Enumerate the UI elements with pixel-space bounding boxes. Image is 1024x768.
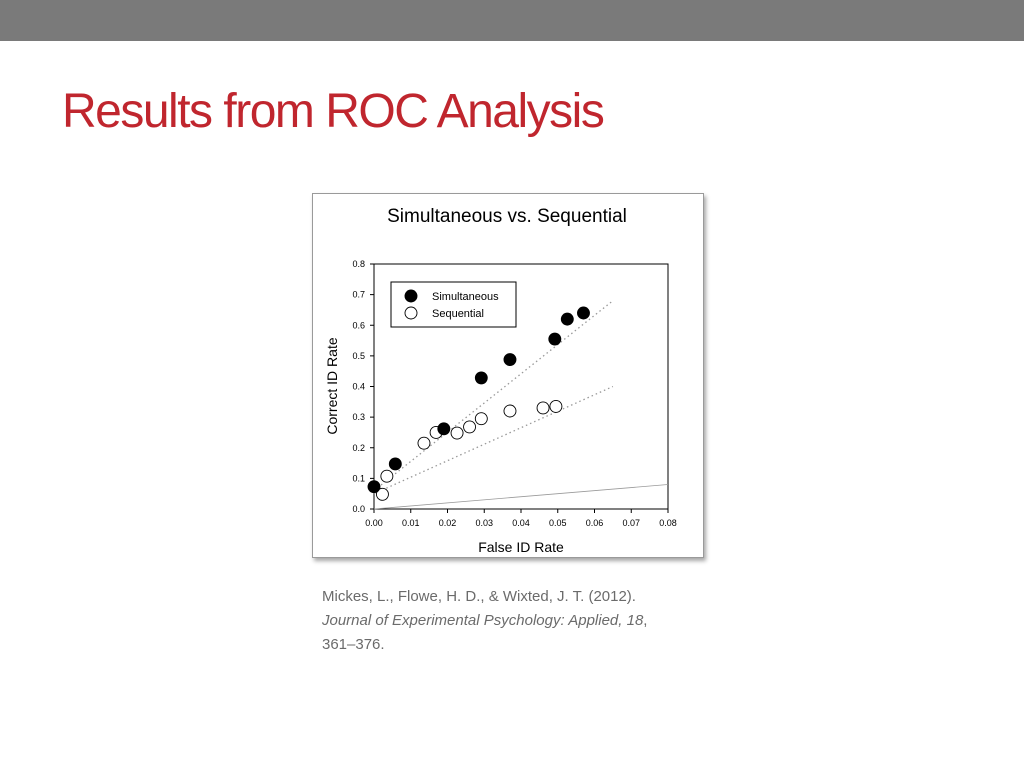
y-tick-label: 0.5 bbox=[352, 351, 365, 361]
sequential-point bbox=[380, 469, 394, 483]
x-tick-label: 0.00 bbox=[365, 518, 383, 528]
y-tick-label: 0.3 bbox=[352, 412, 365, 422]
simultaneous-point bbox=[388, 457, 402, 471]
legend-marker-sequential bbox=[404, 306, 418, 320]
slide-title: Results from ROC Analysis bbox=[62, 85, 605, 138]
x-axis-label: False ID Rate bbox=[478, 539, 564, 555]
chance-line bbox=[373, 484, 669, 510]
x-tick-label: 0.07 bbox=[622, 518, 640, 528]
y-tick-label: 0.4 bbox=[352, 382, 365, 392]
citation: Mickes, L., Flowe, H. D., & Wixted, J. T… bbox=[322, 585, 742, 657]
x-tick-label: 0.01 bbox=[402, 518, 420, 528]
simultaneous-point bbox=[474, 371, 488, 385]
y-axis-label: Correct ID Rate bbox=[324, 337, 340, 434]
sequential-point bbox=[549, 399, 563, 413]
citation-journal-line: Journal of Experimental Psychology: Appl… bbox=[322, 609, 742, 633]
y-tick-label: 0.8 bbox=[352, 259, 365, 269]
x-tick-label: 0.03 bbox=[475, 518, 493, 528]
y-tick-label: 0.1 bbox=[352, 473, 365, 483]
simultaneous-point bbox=[367, 480, 381, 494]
x-tick-label: 0.08 bbox=[659, 518, 677, 528]
legend-marker-simultaneous bbox=[404, 289, 418, 303]
y-tick-label: 0.6 bbox=[352, 320, 365, 330]
x-tick-label: 0.05 bbox=[549, 518, 567, 528]
chart-title: Simultaneous vs. Sequential bbox=[387, 206, 627, 227]
sequential-point bbox=[450, 426, 464, 440]
top-bar bbox=[0, 0, 1024, 41]
simultaneous-point bbox=[503, 353, 517, 367]
sequential-point bbox=[503, 404, 517, 418]
roc-figure: Simultaneous vs. Sequential Correct ID R… bbox=[312, 193, 704, 558]
plot-area: 0.00 0.01 0.02 0.03 0.04 0.05 0.06 0.07 0.08 0.0 0… bbox=[352, 259, 676, 528]
simultaneous-point bbox=[560, 312, 574, 326]
y-tick-label: 0.2 bbox=[352, 443, 365, 453]
trend-line-simultaneous bbox=[373, 300, 614, 492]
y-tick-label: 0.7 bbox=[352, 290, 365, 300]
x-tick-label: 0.06 bbox=[586, 518, 604, 528]
citation-journal-suffix: , bbox=[643, 612, 648, 629]
sequential-point bbox=[417, 436, 431, 450]
sequential-point bbox=[463, 420, 477, 434]
sequential-point bbox=[376, 487, 389, 501]
x-tick-label: 0.02 bbox=[439, 518, 457, 528]
citation-journal: Journal of Experimental Psychology: Appl… bbox=[322, 612, 644, 629]
sequential-point bbox=[536, 401, 550, 415]
legend-label-simultaneous: Simultaneous bbox=[432, 291, 499, 303]
roc-chart: Simultaneous vs. Sequential Correct ID R… bbox=[324, 206, 677, 555]
legend-box bbox=[390, 281, 517, 328]
citation-authors: Mickes, L., Flowe, H. D., & Wixted, J. T… bbox=[322, 588, 636, 605]
trend-line-sequential bbox=[373, 385, 614, 495]
simultaneous-point bbox=[437, 422, 451, 436]
y-tick-label: 0.0 bbox=[352, 504, 365, 514]
citation-pages: 361–376. bbox=[322, 636, 385, 653]
simultaneous-point bbox=[577, 306, 590, 320]
sequential-point bbox=[474, 412, 488, 426]
x-tick-label: 0.04 bbox=[512, 518, 530, 528]
simultaneous-point bbox=[548, 332, 562, 346]
legend-label-sequential: Sequential bbox=[432, 308, 484, 320]
